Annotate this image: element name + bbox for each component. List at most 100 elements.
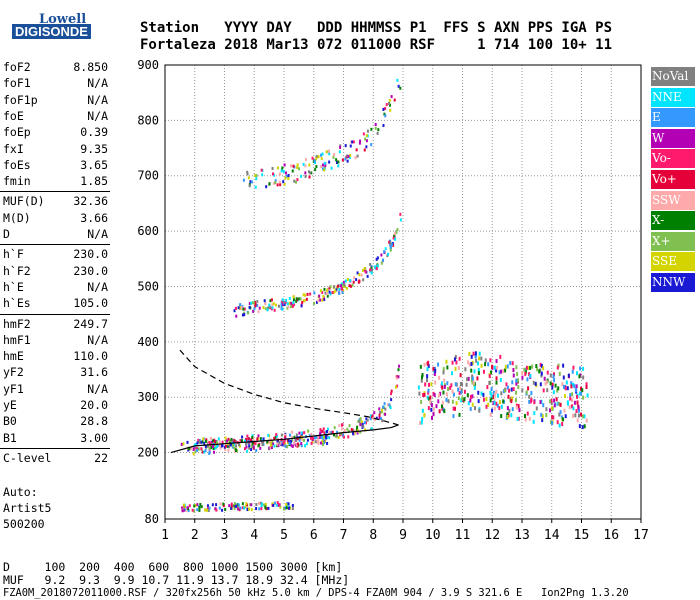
param-value: 8.850: [73, 60, 108, 74]
echo-point: [196, 441, 199, 445]
echo-point: [335, 158, 338, 162]
echo-point: [283, 433, 286, 437]
echo-point: [263, 503, 266, 507]
param-name: foEp: [3, 125, 31, 140]
echo-point: [552, 390, 555, 395]
echo-point: [287, 502, 290, 506]
echo-point: [341, 433, 344, 437]
echo-point: [347, 435, 350, 439]
echo-point: [387, 252, 390, 256]
echo-point: [333, 433, 336, 437]
echo-point: [300, 442, 303, 446]
echo-point: [427, 364, 430, 369]
echo-point: [540, 412, 543, 417]
echo-point: [286, 306, 289, 310]
echo-point: [340, 427, 343, 431]
echo-point: [419, 364, 422, 369]
echo-point: [317, 442, 320, 446]
echo-point: [338, 291, 341, 295]
echo-point: [509, 361, 512, 366]
echo-point: [300, 431, 303, 435]
echo-point: [306, 292, 309, 296]
echo-point: [443, 378, 446, 383]
echo-point: [212, 450, 215, 454]
echo-point: [340, 282, 343, 286]
param-value: 1.85: [80, 174, 108, 189]
echo-point: [417, 385, 420, 390]
echo-point: [323, 287, 326, 291]
param-name: yE: [3, 398, 17, 412]
echo-point: [265, 185, 268, 189]
param-value: 105.0: [73, 296, 108, 311]
echo-point: [581, 414, 584, 419]
echo-point: [470, 354, 473, 359]
echo-point: [348, 284, 351, 288]
legend-entry: NoVal: [651, 67, 695, 86]
echo-point: [580, 391, 583, 396]
echo-point: [386, 403, 389, 407]
header-line-2: Fortaleza 2018 Mar13 072 011000 RSF 1 71…: [140, 37, 613, 53]
echo-point: [249, 503, 252, 507]
echo-point: [348, 424, 351, 428]
echo-point: [557, 401, 560, 406]
echo-point: [233, 507, 236, 511]
echo-point: [361, 422, 364, 426]
echo-point: [346, 277, 349, 281]
echo-point: [383, 112, 386, 116]
echo-point: [506, 364, 509, 369]
echo-point: [447, 399, 450, 404]
echo-point: [271, 502, 274, 506]
echo-point: [310, 441, 313, 445]
echo-point: [211, 503, 214, 507]
echo-point: [241, 313, 244, 317]
echo-point: [575, 384, 578, 389]
echo-point: [370, 265, 373, 269]
echo-point: [272, 503, 275, 507]
echo-point: [422, 393, 425, 398]
echo-point: [266, 439, 269, 443]
echo-point: [291, 503, 294, 507]
echo-point: [201, 440, 204, 444]
echo-point: [489, 412, 492, 417]
echo-point: [500, 369, 503, 374]
echo-point: [454, 382, 457, 387]
param-name: D: [3, 227, 10, 241]
echo-point: [242, 307, 245, 311]
echo-point: [447, 387, 450, 392]
echo-point: [473, 369, 476, 374]
echo-point: [570, 384, 573, 389]
echo-point: [478, 356, 481, 361]
echo-point: [533, 400, 536, 405]
echo-point: [365, 421, 368, 425]
echo-point: [213, 438, 216, 442]
echo-point: [384, 247, 387, 251]
echo-point: [335, 161, 338, 165]
echo-point: [426, 395, 429, 400]
echo-point: [397, 84, 400, 88]
echo-point: [313, 159, 316, 163]
echo-point: [515, 381, 518, 386]
echo-point: [274, 303, 277, 307]
param-value: N/A: [87, 332, 108, 347]
echo-point: [241, 506, 244, 510]
echo-point: [330, 166, 333, 170]
echo-point: [243, 313, 246, 317]
echo-point: [354, 156, 357, 160]
echo-point: [282, 180, 285, 184]
echo-point: [321, 167, 324, 171]
echo-point: [282, 439, 285, 443]
echo-point: [366, 129, 369, 133]
echo-point: [491, 364, 494, 369]
echo-point: [320, 441, 323, 445]
echo-point: [276, 434, 279, 438]
echo-point: [458, 386, 461, 391]
x-tick-label: 12: [484, 528, 500, 543]
echo-point: [583, 424, 586, 429]
echo-point: [267, 433, 270, 437]
echo-point: [334, 289, 337, 293]
echo-point: [197, 438, 200, 442]
echo-point: [250, 445, 253, 449]
echo-point: [539, 362, 542, 367]
legend-entry: SSE: [651, 252, 695, 272]
echo-point: [303, 431, 306, 435]
